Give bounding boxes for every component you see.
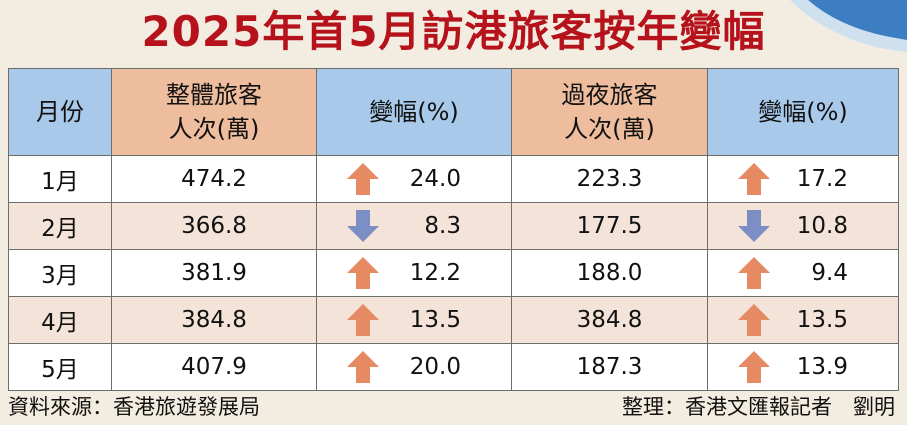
arrow-up-shape	[738, 351, 770, 383]
overnight-change-value: 17.2	[796, 166, 848, 192]
arrow-up-icon	[738, 351, 770, 383]
credit-note: 整理：香港文匯報記者 劉明	[622, 395, 895, 419]
overnight-change-cell: 17.2	[707, 155, 899, 203]
header-total-change: 變幅(%)	[316, 68, 512, 156]
arrow-down-shape	[347, 210, 379, 242]
total-visitors-cell: 381.9	[111, 249, 317, 297]
arrow-down-shape	[738, 210, 770, 242]
table-row: 4月 384.8 13.5 384.8 13.5	[8, 296, 899, 344]
overnight-visitors-cell: 177.5	[511, 202, 708, 250]
overnight-change-value: 10.8	[796, 213, 848, 239]
arrow-up-icon	[347, 304, 379, 336]
total-change-value: 20.0	[409, 354, 461, 380]
arrow-up-shape	[347, 257, 379, 289]
arrow-up-icon	[347, 163, 379, 195]
overnight-change-cell: 9.4	[707, 249, 899, 297]
total-change-cell: 12.2	[316, 249, 512, 297]
overnight-change-value: 13.5	[796, 307, 848, 333]
month-cell: 5月	[8, 343, 112, 391]
header-total-line1: 整體旅客	[166, 81, 262, 109]
overnight-change-cell: 10.8	[707, 202, 899, 250]
total-change-cell: 13.5	[316, 296, 512, 344]
table-body: 1月 474.2 24.0 223.3 17.2 2月 366.8 8.3 177.5 10.8 3…	[8, 155, 899, 391]
table-row: 2月 366.8 8.3 177.5 10.8	[8, 202, 899, 250]
overnight-change-cell: 13.9	[707, 343, 899, 391]
total-visitors-cell: 474.2	[111, 155, 317, 203]
arrow-up-shape	[347, 163, 379, 195]
table-row: 3月 381.9 12.2 188.0 9.4	[8, 249, 899, 297]
header-month: 月份	[8, 68, 112, 156]
month-cell: 4月	[8, 296, 112, 344]
arrow-down-icon	[738, 210, 770, 242]
table-row: 1月 474.2 24.0 223.3 17.2	[8, 155, 899, 203]
header-overnight-line1: 過夜旅客	[561, 81, 658, 109]
overnight-visitors-cell: 188.0	[511, 249, 708, 297]
header-total-line2: 人次(萬)	[168, 115, 260, 143]
arrow-up-icon	[738, 163, 770, 195]
arrow-up-shape	[738, 257, 770, 289]
total-change-value: 8.3	[424, 213, 461, 239]
header-overnight-change: 變幅(%)	[707, 68, 899, 156]
arrow-up-shape	[347, 351, 379, 383]
arrow-up-icon	[347, 257, 379, 289]
chart-title: 2025年首5月訪港旅客按年變幅	[141, 7, 766, 56]
arrow-up-icon	[347, 351, 379, 383]
arrow-up-icon	[738, 304, 770, 336]
visitor-table: 月份 整體旅客 人次(萬) 變幅(%) 過夜旅客 人次(萬) 變幅(%) 1月 4…	[8, 68, 899, 391]
arrow-up-icon	[738, 257, 770, 289]
overnight-visitors-cell: 223.3	[511, 155, 708, 203]
total-change-value: 13.5	[409, 307, 461, 333]
header-overnight-line2: 人次(萬)	[564, 115, 655, 143]
header-row: 月份 整體旅客 人次(萬) 變幅(%) 過夜旅客 人次(萬) 變幅(%)	[8, 68, 899, 156]
month-cell: 1月	[8, 155, 112, 203]
arrow-down-icon	[347, 210, 379, 242]
source-note: 資料來源：香港旅遊發展局	[8, 395, 260, 419]
overnight-change-value: 9.4	[811, 260, 848, 286]
arrow-up-shape	[347, 304, 379, 336]
total-change-cell: 24.0	[316, 155, 512, 203]
total-change-value: 12.2	[409, 260, 461, 286]
month-cell: 3月	[8, 249, 112, 297]
total-change-value: 24.0	[409, 166, 461, 192]
total-change-cell: 8.3	[316, 202, 512, 250]
overnight-change-value: 13.9	[796, 354, 848, 380]
total-visitors-cell: 366.8	[111, 202, 317, 250]
total-visitors-cell: 407.9	[111, 343, 317, 391]
header-total-visitors: 整體旅客 人次(萬)	[111, 68, 317, 156]
overnight-visitors-cell: 384.8	[511, 296, 708, 344]
total-visitors-cell: 384.8	[111, 296, 317, 344]
table-row: 5月 407.9 20.0 187.3 13.9	[8, 343, 899, 391]
arrow-up-shape	[738, 163, 770, 195]
header-overnight-visitors: 過夜旅客 人次(萬)	[511, 68, 708, 156]
month-cell: 2月	[8, 202, 112, 250]
total-change-cell: 20.0	[316, 343, 512, 391]
overnight-visitors-cell: 187.3	[511, 343, 708, 391]
arrow-up-shape	[738, 304, 770, 336]
overnight-change-cell: 13.5	[707, 296, 899, 344]
